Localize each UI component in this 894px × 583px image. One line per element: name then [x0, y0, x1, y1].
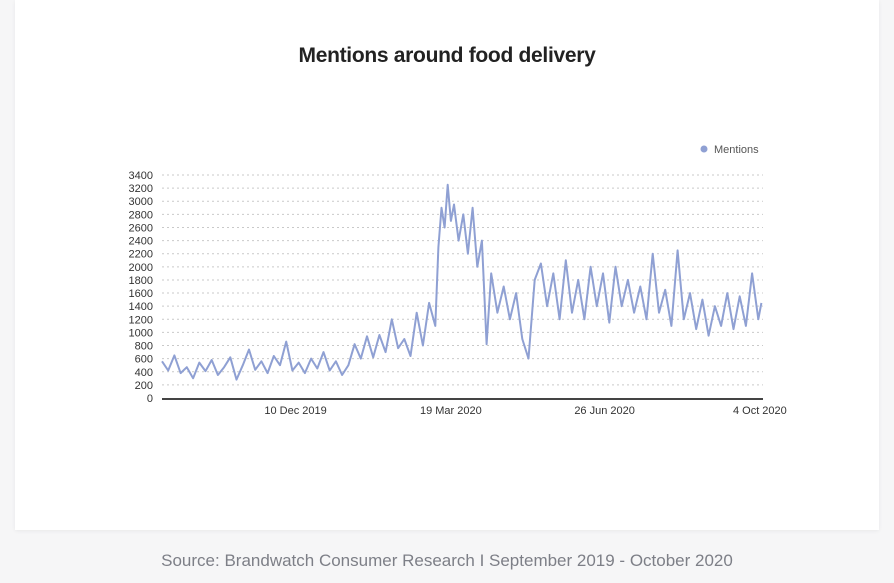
- legend-label: Mentions: [714, 144, 759, 156]
- x-tick-label: 26 Jun 2020: [574, 405, 635, 417]
- y-tick-label: 1000: [129, 327, 153, 339]
- y-tick-label: 3400: [129, 170, 153, 182]
- y-tick-label: 0: [147, 393, 153, 405]
- source-caption: Source: Brandwatch Consumer Research I S…: [161, 551, 733, 570]
- y-tick-label: 2600: [129, 222, 153, 234]
- chart-card: [15, 0, 879, 530]
- y-tick-label: 3000: [129, 196, 153, 208]
- y-tick-label: 400: [135, 367, 153, 379]
- grid: [162, 174, 763, 386]
- y-tick-label: 200: [135, 380, 153, 392]
- y-tick-label: 3200: [129, 183, 153, 195]
- x-tick-label: 19 Mar 2020: [420, 405, 482, 417]
- legend-marker: [700, 145, 708, 153]
- chart-title: Mentions around food delivery: [298, 44, 596, 67]
- y-tick-label: 2400: [129, 236, 153, 248]
- legend[interactable]: Mentions: [700, 144, 760, 156]
- y-tick-label: 800: [135, 341, 153, 353]
- series-group: [161, 183, 763, 381]
- series-line-mentions: [161, 183, 763, 381]
- y-tick-label: 2000: [129, 262, 153, 274]
- x-tick-label: 4 Oct 2020: [733, 405, 787, 417]
- x-axis-ticks: 10 Dec 2019 19 Mar 2020 26 Jun 2020 4 Oct 2…: [264, 405, 786, 417]
- x-tick-label: 10 Dec 2019: [264, 405, 326, 417]
- y-tick-label: 1200: [129, 314, 153, 326]
- y-tick-label: 1800: [129, 275, 153, 287]
- y-tick-label: 2200: [129, 249, 153, 261]
- y-tick-label: 2800: [129, 209, 153, 221]
- y-tick-label: 600: [135, 354, 153, 366]
- y-tick-label: 1600: [129, 288, 153, 300]
- y-tick-label: 1400: [129, 301, 153, 313]
